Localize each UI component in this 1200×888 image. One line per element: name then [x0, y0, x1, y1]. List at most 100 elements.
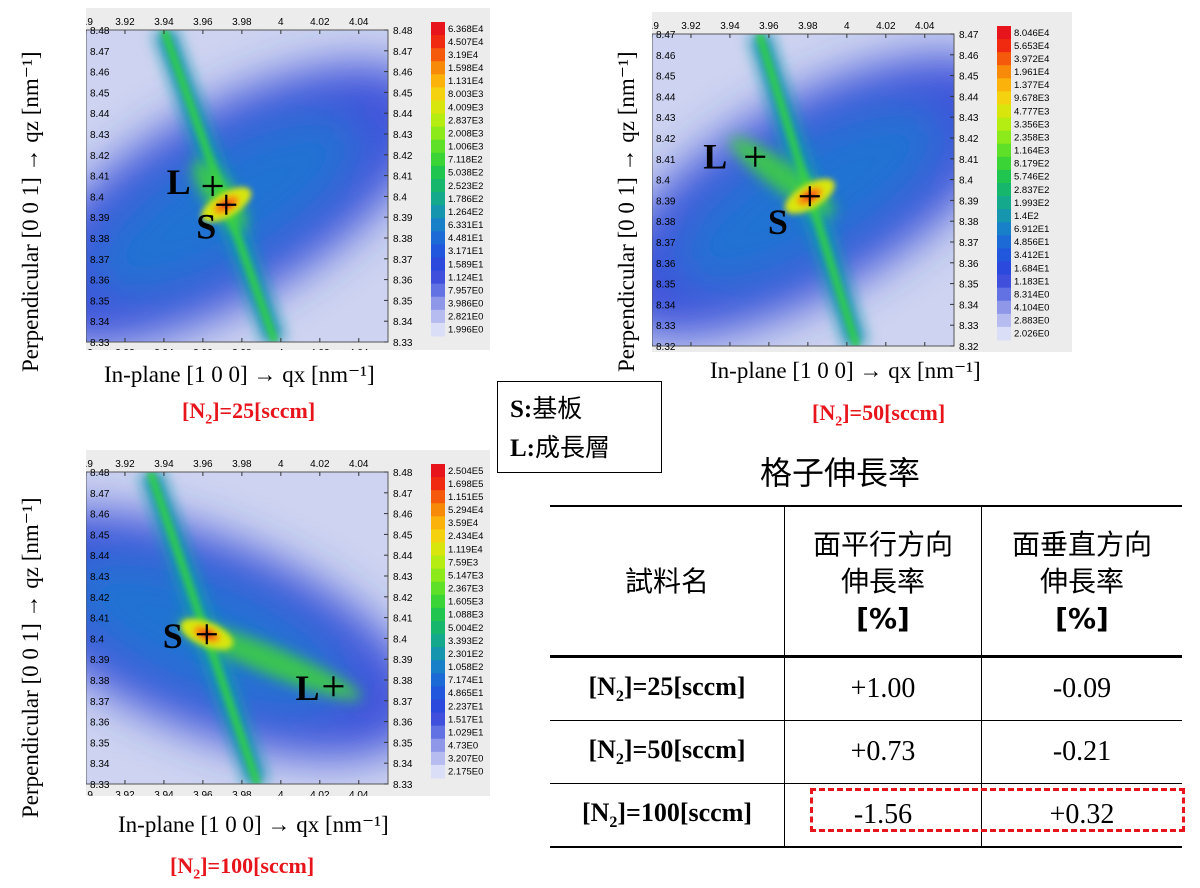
colorbar-label: 3.59E4 — [448, 518, 478, 529]
colorbar-swatch — [431, 100, 445, 115]
x-tick-label: 3.98 — [232, 348, 252, 350]
colorbar-swatch — [431, 152, 445, 167]
y-tick-label: 8.43 — [90, 130, 110, 141]
colorbar-label: 1.131E4 — [448, 76, 483, 87]
y-tick-label: 8.39 — [959, 196, 979, 207]
x-tick-label: 3.9 — [652, 21, 659, 32]
colorbar-label: 1.4E2 — [1014, 211, 1039, 222]
colorbar-swatch — [997, 261, 1011, 276]
condition-label-100sccm: [N2]=100[sccm] — [170, 853, 315, 883]
y-tick-label: 8.39 — [90, 655, 110, 666]
colorbar-label: 3.986E0 — [448, 299, 483, 310]
colorbar-label: 5.294E4 — [448, 505, 483, 516]
x-tick-label: 4 — [278, 790, 284, 796]
colorbar-swatch — [997, 313, 1011, 328]
colorbar-label: 3.171E1 — [448, 246, 483, 257]
colorbar-swatch — [997, 196, 1011, 210]
marker-l: L — [167, 162, 223, 202]
colorbar-swatch — [431, 270, 445, 285]
y-tick-label: 8.47 — [393, 47, 413, 58]
y-tick-label: 8.36 — [393, 276, 413, 287]
x-axis-label-50sccm: In-plane [1 0 0] → qx [nm⁻¹] — [710, 358, 981, 383]
x-tick-label: 4 — [278, 17, 284, 28]
colorbar-label: 9.678E3 — [1014, 93, 1049, 104]
table-row: [N2]=50[sccm] +0.73 -0.21 — [550, 720, 1182, 784]
colorbar-label: 1.151E5 — [448, 492, 483, 503]
x-tick-label: 4.04 — [349, 790, 369, 796]
x-axis-label-100sccm: In-plane [1 0 0] → qx [nm⁻¹] — [118, 812, 389, 837]
x-tick-label: 3.98 — [232, 17, 252, 28]
colorbar-swatch — [431, 477, 445, 491]
colorbar-swatch — [997, 222, 1011, 236]
colorbar-swatch — [431, 751, 445, 766]
colorbar-label: 2.434E4 — [448, 531, 483, 542]
colorbar-label: 3.412E1 — [1014, 250, 1049, 261]
y-tick-label: 8.43 — [393, 130, 413, 141]
x-tick-label: 4.04 — [349, 459, 369, 470]
y-tick-label: 8.45 — [656, 72, 676, 83]
y-tick-label: 8.44 — [90, 551, 110, 562]
y-tick-label: 8.45 — [90, 530, 110, 541]
colorbar-label: 7.174E1 — [448, 675, 483, 686]
colorbar-swatch — [431, 322, 445, 337]
table-row: [N2]=100[sccm] -1.56 +0.32 — [550, 783, 1182, 848]
x-tick-label: 4 — [278, 348, 284, 350]
y-tick-label: 8.42 — [393, 593, 413, 604]
y-tick-label: 8.37 — [393, 255, 413, 266]
y-tick-label: 8.4 — [959, 176, 973, 187]
colorbar-swatch — [431, 673, 445, 687]
colorbar-label: 3.356E3 — [1014, 119, 1049, 130]
colorbar-label: 4.865E1 — [448, 688, 483, 699]
y-tick-label: 8.4 — [393, 634, 407, 645]
colorbar-label: 1.119E4 — [448, 544, 483, 555]
y-tick-label: 8.35 — [393, 296, 413, 307]
colorbar-swatch — [431, 126, 445, 141]
colorbar-swatch — [997, 248, 1011, 262]
colorbar-label: 4.009E3 — [448, 102, 483, 113]
y-tick-label: 8.33 — [90, 338, 110, 349]
colorbar-swatch — [431, 738, 445, 753]
colorbar-label: 3.393E2 — [448, 636, 483, 647]
y-tick-label: 8.46 — [90, 68, 110, 79]
x-tick-label: 4.02 — [310, 459, 330, 470]
y-tick-label: 8.35 — [393, 738, 413, 749]
svg-text:L: L — [703, 137, 727, 177]
row-inplane: -1.56 — [784, 783, 982, 848]
colorbar-swatch — [431, 113, 445, 128]
colorbar-swatch — [997, 130, 1011, 145]
y-tick-label: 8.42 — [656, 134, 676, 145]
x-tick-label: 4.02 — [310, 348, 330, 350]
colorbar-swatch — [431, 257, 445, 272]
y-tick-label: 8.37 — [90, 255, 110, 266]
colorbar-swatch — [431, 621, 445, 635]
y-tick-label: 8.42 — [959, 134, 979, 145]
colorbar-label: 5.746E2 — [1014, 172, 1049, 183]
colorbar-label: 5.038E2 — [448, 168, 483, 179]
colorbar-label: 5.147E3 — [448, 570, 483, 581]
colorbar-label: 2.821E0 — [448, 312, 483, 323]
x-tick-label: 4.02 — [310, 790, 330, 796]
rsm-panel-100sccm: 3.9 3.9 3.92 3.92 3.94 3.94 3.96 3.96 3.98 3.98 4 4… — [86, 450, 490, 796]
colorbar-swatch — [997, 169, 1011, 184]
y-tick-label: 8.48 — [90, 26, 110, 37]
colorbar-label: 5.004E2 — [448, 623, 483, 634]
legend-substrate: S:基板 — [510, 394, 583, 423]
colorbar-label: 3.19E4 — [448, 50, 478, 61]
y-tick-label: 8.45 — [393, 88, 413, 99]
x-tick-label: 4.04 — [915, 21, 935, 32]
colorbar-label: 1.183E1 — [1014, 276, 1049, 287]
x-axis-label-25sccm: In-plane [1 0 0] → qx [nm⁻¹] — [104, 362, 375, 387]
y-tick-label: 8.32 — [656, 342, 676, 352]
x-tick-label: 3.92 — [115, 790, 135, 796]
y-tick-label: 8.45 — [959, 72, 979, 83]
y-axis-label-25sccm: Perpendicular [0 0 1] → qz [nm⁻¹] — [18, 51, 43, 373]
x-tick-label: 3.96 — [193, 790, 213, 796]
y-tick-label: 8.44 — [90, 109, 110, 120]
colorbar-swatch — [431, 725, 445, 740]
svg-text:S: S — [196, 207, 216, 247]
colorbar-swatch — [431, 712, 445, 727]
condition-label-50sccm: [N2]=50[sccm] — [812, 400, 946, 430]
marker-legend: S:基板 L:成長層 — [497, 381, 662, 473]
y-tick-label: 8.36 — [959, 259, 979, 270]
x-tick-label: 3.9 — [86, 17, 93, 28]
